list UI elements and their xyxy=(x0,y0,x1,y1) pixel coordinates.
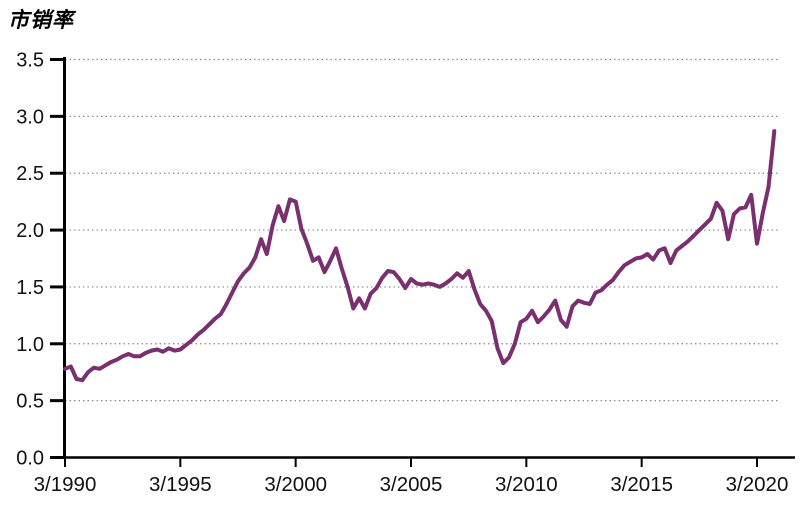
y-tick-label: 2.5 xyxy=(16,163,44,185)
y-tick-label: 0.5 xyxy=(16,391,44,413)
x-tick-label: 3/2015 xyxy=(610,473,673,496)
y-tick-label: 1.5 xyxy=(16,277,44,299)
y-tick-label: 3.5 xyxy=(16,50,44,72)
y-tick-label: 3.0 xyxy=(16,106,44,128)
chart-title: 市销率 xyxy=(8,9,74,32)
x-tick-label: 3/2000 xyxy=(264,473,327,496)
x-tick-label: 3/2010 xyxy=(495,473,558,496)
y-tick-label: 0.0 xyxy=(16,448,44,470)
x-tick-label: 3/2020 xyxy=(726,473,789,496)
data-line-series xyxy=(63,129,777,383)
y-tick-label: 1.0 xyxy=(16,334,44,356)
x-tick-label: 3/1995 xyxy=(149,473,212,496)
x-tick-label: 3/1990 xyxy=(34,473,97,496)
x-tick-label: 3/2005 xyxy=(380,473,443,496)
y-tick-label: 2.0 xyxy=(16,220,44,242)
